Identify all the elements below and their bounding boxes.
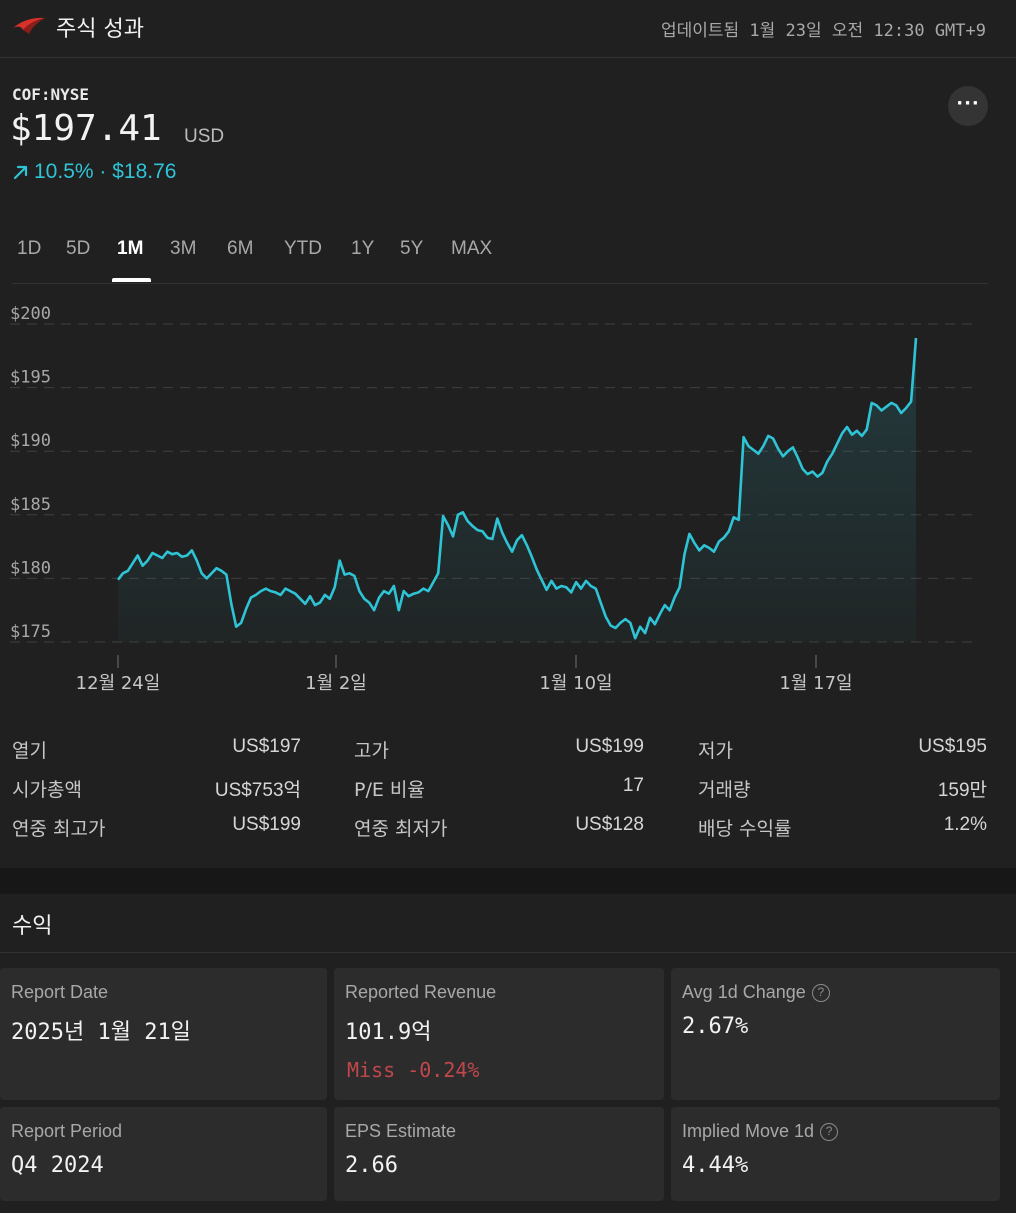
stat-label: 배당 수익률 [698,818,792,840]
stat-value: US$128 [575,814,644,835]
tile-value: 2.66 [345,1153,398,1178]
stock-performance-card: 주식 성과 업데이트됨 1월 23일 오전 12:30 GMT+9 COF:NY… [0,0,1016,850]
updated-timestamp: 업데이트됨 1월 23일 오전 12:30 GMT+9 [661,21,986,41]
trend-up-arrow-icon [13,165,28,180]
tile-value: 4.44% [682,1153,749,1178]
more-options-button[interactable]: ··· [948,86,988,126]
tile-label: Implied Move 1d ? [682,1121,839,1142]
stat-label: 거래량 [698,779,751,801]
price-change-value: 10.5% · $18.76 [34,160,177,183]
stat-label: 연중 최저가 [354,818,448,840]
y-tick-label: $180 [10,558,51,578]
tile-label-text: Report Date [11,982,109,1002]
price-area-fill [118,338,916,642]
tab-1y[interactable]: 1Y [351,238,375,259]
tile-value: 2025년 1월 21일 [11,1020,191,1045]
stat-label: P/E 비율 [354,779,425,801]
stat-label: 저가 [698,740,733,762]
tab-6m[interactable]: 6M [227,238,254,259]
stat-value: US$199 [232,814,301,835]
tab-1m[interactable]: 1M [117,238,144,259]
tile-label-text: Report Period [11,1121,123,1141]
tile-avg-1d-change: Avg 1d Change ? 2.67% [671,968,1000,1100]
help-icon[interactable]: ? [811,983,830,1002]
tile-label-text: Reported Revenue [345,982,497,1002]
tile-value: Q4 2024 [11,1153,104,1178]
tile-label-text: Avg 1d Change [682,982,806,1002]
help-icon[interactable]: ? [820,1122,839,1141]
stat-value: US$197 [232,736,301,757]
tab-3m[interactable]: 3M [170,238,197,259]
price-chart[interactable]: $200 $195 $190 $185 $180 $175 12월 24일 1월 2일 1월 … [0,290,1016,710]
tab-5d[interactable]: 5D [66,238,91,259]
tabs-divider [12,283,988,284]
stat-value: 159만 [937,780,987,801]
price-change: 10.5% · $18.76 [12,160,176,184]
tile-report-date: Report Date 2025년 1월 21일 [0,968,327,1100]
logo-icon [13,17,45,34]
tile-value: 101.9억 [345,1020,432,1045]
card-header: 주식 성과 업데이트됨 1월 23일 오전 12:30 GMT+9 [0,0,1016,58]
stat-value: 1.2% [943,814,987,835]
revenue-miss-badge: Miss -0.24% [347,1058,480,1082]
stat-label: 열기 [12,740,47,762]
currency-label: USD [184,126,225,147]
price-line [116,337,918,640]
tile-report-period: Report Period Q4 2024 [0,1107,327,1201]
x-tick-label: 1월 2일 [305,673,367,694]
active-tab-indicator [112,278,151,282]
tile-label: Report Period [11,1121,122,1142]
y-tick-label: $200 [10,304,51,324]
tile-label: Report Date [11,982,108,1003]
stat-value: US$195 [918,736,987,757]
tile-label: Reported Revenue [345,982,496,1003]
stat-label: 시가총액 [12,779,82,801]
tile-label: Avg 1d Change ? [682,982,830,1003]
earnings-title: 수익 [12,914,53,939]
earnings-card: 수익 Report Date 2025년 1월 21일 Reported Rev… [0,894,1016,1213]
tile-label-text: Implied Move 1d [682,1121,815,1141]
stat-value: 17 [622,775,644,796]
stat-value: US$753억 [214,780,301,801]
tab-1d[interactable]: 1D [17,238,42,259]
tab-max[interactable]: MAX [451,238,493,259]
tab-5y[interactable]: 5Y [400,238,424,259]
tile-implied-move-1d: Implied Move 1d ? 4.44% [671,1107,1000,1201]
earnings-divider [0,952,1016,953]
stat-label: 연중 최고가 [12,818,106,840]
stat-value: US$199 [575,736,644,757]
y-tick-label: $175 [10,622,51,642]
y-tick-label: $195 [10,368,51,388]
y-tick-label: $185 [10,495,51,515]
tile-reported-revenue: Reported Revenue 101.9억 Miss -0.24% [334,968,664,1100]
key-stats: 열기 US$197 고가 US$199 저가 US$195 시가총액 US$75… [0,730,1016,850]
x-tick-label: 1월 17일 [779,673,852,694]
y-tick-label: $190 [10,431,51,451]
tile-label-text: EPS Estimate [345,1121,457,1141]
tab-ytd[interactable]: YTD [284,238,322,259]
x-tick-label: 12월 24일 [76,673,161,694]
tile-eps-estimate: EPS Estimate 2.66 [334,1107,664,1201]
current-price: $197.41 [10,108,162,149]
tile-value: 2.67% [682,1014,749,1039]
range-tabs: 1D 5D 1M 3M 6M YTD 1Y 5Y MAX [0,230,1016,284]
x-tick-label: 1월 10일 [539,673,612,694]
page-title: 주식 성과 [56,17,144,42]
stat-label: 고가 [354,740,389,762]
ticker-symbol: COF:NYSE [12,85,90,104]
tile-label: EPS Estimate [345,1121,456,1142]
